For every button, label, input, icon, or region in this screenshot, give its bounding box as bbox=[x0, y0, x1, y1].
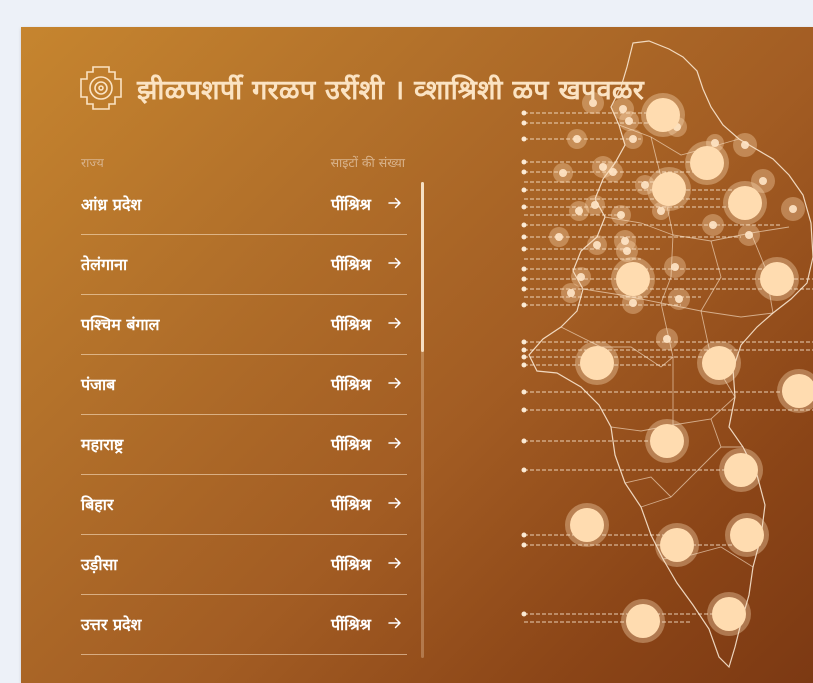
site-count: पींश्रिश्र bbox=[330, 615, 371, 634]
list-item[interactable]: पंजाब पींश्रिश्र bbox=[81, 355, 407, 415]
arrow-right-icon[interactable] bbox=[387, 435, 403, 451]
column-header-site-count: साइटों की संख्या bbox=[330, 155, 405, 170]
list-item[interactable]: आंध्र प्रदेश पींश्रिश्र bbox=[81, 175, 407, 235]
small-markers bbox=[549, 92, 805, 350]
list-item[interactable]: पश्चिम बंगाल पींश्रिश्र bbox=[81, 295, 407, 355]
arrow-right-icon[interactable] bbox=[387, 195, 403, 211]
site-count: पींश्रिश्र bbox=[330, 315, 371, 334]
state-name: बिहार bbox=[81, 495, 114, 514]
state-name: महाराष्ट्र bbox=[81, 435, 124, 454]
list-item[interactable]: तेलंगाना पींश्रिश्र bbox=[81, 235, 407, 295]
state-name: उड़ीसा bbox=[81, 555, 118, 574]
arrow-right-icon[interactable] bbox=[387, 375, 403, 391]
list-item[interactable]: उड़ीसा पींश्रिश्र bbox=[81, 535, 407, 595]
scrollbar-thumb[interactable] bbox=[421, 182, 424, 352]
site-count: पींश्रिश्र bbox=[330, 195, 371, 214]
arrow-right-icon[interactable] bbox=[387, 615, 403, 631]
arrow-right-icon[interactable] bbox=[387, 255, 403, 271]
list-scrollbar[interactable] bbox=[421, 182, 424, 658]
state-name: तेलंगाना bbox=[81, 255, 128, 274]
list-item[interactable]: उत्तर प्रदेश पींश्रिश्र bbox=[81, 595, 407, 655]
large-markers bbox=[565, 93, 813, 643]
column-headers: राज्य साइटों की संख्या bbox=[81, 154, 405, 172]
site-count: पींश्रिश्र bbox=[330, 435, 371, 454]
main-panel: झीळपशर्पी गरळप उर्रीशी । व्शाश्रिशी ळप ख… bbox=[21, 27, 813, 683]
site-count: पींश्रिश्र bbox=[330, 255, 371, 274]
arrow-right-icon[interactable] bbox=[387, 315, 403, 331]
site-count: पींश्रिश्र bbox=[330, 495, 371, 514]
leader-dots bbox=[521, 110, 527, 617]
arrow-right-icon[interactable] bbox=[387, 555, 403, 571]
site-count: पींश्रिश्र bbox=[330, 375, 371, 394]
header: झीळपशर्पी गरळप उर्रीशी । व्शाश्रिशी ळप ख… bbox=[79, 63, 644, 113]
list-item[interactable]: बिहार पींश्रिश्र bbox=[81, 475, 407, 535]
state-name: पश्चिम बंगाल bbox=[81, 315, 160, 334]
list-item[interactable]: महाराष्ट्र पींश्रिश्र bbox=[81, 415, 407, 475]
shrine-emblem-icon bbox=[80, 66, 122, 110]
state-name: आंध्र प्रदेश bbox=[81, 195, 142, 214]
arrow-right-icon[interactable] bbox=[387, 495, 403, 511]
state-name: पंजाब bbox=[81, 375, 116, 394]
india-map bbox=[521, 40, 813, 669]
state-name: उत्तर प्रदेश bbox=[81, 615, 142, 634]
map-outline bbox=[528, 40, 813, 669]
site-count: पींश्रिश्र bbox=[330, 555, 371, 574]
page-title: झीळपशर्पी गरळप उर्रीशी । व्शाश्रिशी ळप ख… bbox=[137, 74, 645, 106]
state-list: आंध्र प्रदेश पींश्रिश्र तेलंगाना पींश्रि… bbox=[81, 175, 407, 655]
column-header-state: राज्य bbox=[81, 155, 104, 170]
